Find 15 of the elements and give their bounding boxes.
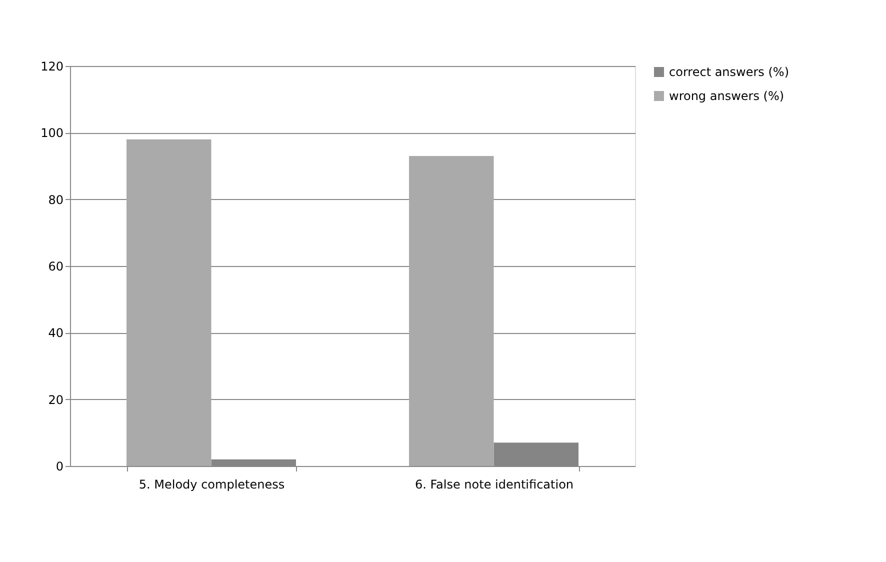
x-tick-label: 6. False note identification <box>414 478 574 492</box>
legend-label: wrong answers (%) <box>669 89 784 103</box>
y-tick-label: 40 <box>48 326 64 340</box>
bar <box>409 156 494 466</box>
bar <box>494 442 578 466</box>
legend-label: correct answers (%) <box>669 65 790 79</box>
y-tick-label: 100 <box>40 126 64 140</box>
y-tick-label: 20 <box>48 392 64 407</box>
bar <box>126 139 212 466</box>
y-tick-label: 0 <box>56 460 64 474</box>
x-tick-label: 5. Melody completeness <box>138 478 285 492</box>
y-tick-label: 120 <box>40 60 64 74</box>
y-tick-label: 60 <box>48 260 64 274</box>
y-tick-label: 80 <box>48 192 64 207</box>
bar <box>211 459 296 466</box>
